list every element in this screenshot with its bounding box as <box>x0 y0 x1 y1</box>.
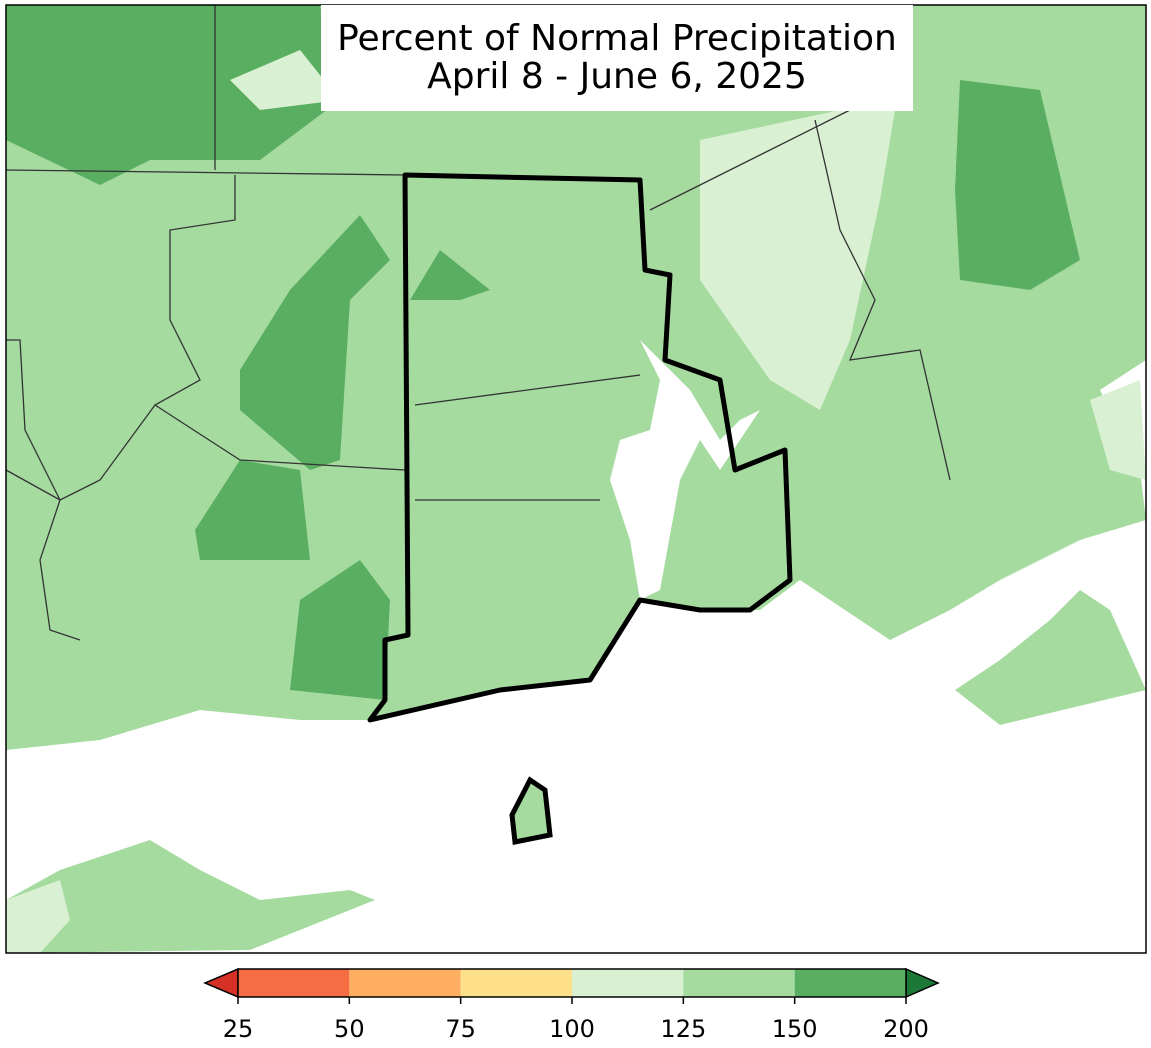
county-border <box>5 169 406 176</box>
wet-patch <box>6 5 340 185</box>
wet-patch <box>410 250 490 300</box>
title-line: Percent of Normal Precipitation <box>337 18 897 59</box>
colorbar-segment <box>238 969 350 997</box>
long-island <box>6 840 375 953</box>
county-border <box>414 374 641 406</box>
rhode-island-outline <box>367 172 793 723</box>
dry-patch <box>6 880 70 953</box>
county-border <box>814 119 951 481</box>
block-island <box>512 780 550 842</box>
wet-patch <box>240 215 390 470</box>
colorbar-segment <box>683 969 795 997</box>
colorbar-under <box>203 967 239 999</box>
wet-patch <box>290 560 390 700</box>
colorbar-over <box>905 967 940 999</box>
colorbar-tick-label: 25 <box>223 1015 254 1043</box>
dry-patch <box>700 110 895 410</box>
colorbar-tick-label: 200 <box>883 1015 929 1043</box>
map <box>5 4 1147 954</box>
dry-patch <box>1090 380 1146 480</box>
county-border <box>6 339 81 641</box>
dry-patch <box>230 50 340 110</box>
wet-patch <box>955 80 1080 290</box>
county-border <box>154 404 406 471</box>
colorbar: 25 50 75 100 125 150 200 <box>203 967 940 1043</box>
colorbar-tick-label: 100 <box>549 1015 595 1043</box>
title-line: April 8 - June 6, 2025 <box>427 56 807 97</box>
block-island-outline <box>509 776 553 845</box>
wet-patch <box>195 460 310 560</box>
county-border <box>5 175 236 501</box>
colorbar-tick-label: 150 <box>772 1015 818 1043</box>
title-box <box>321 5 913 111</box>
colorbar-tick-label: 125 <box>660 1015 706 1043</box>
colorbar-segment <box>794 969 906 997</box>
colorbar-segment <box>572 969 684 997</box>
colorbar-tick-label: 75 <box>445 1015 476 1043</box>
cape-cod <box>955 590 1146 725</box>
colorbar-tick-label: 50 <box>334 1015 365 1043</box>
narragansett-bay <box>610 340 760 600</box>
colorbar-segment <box>460 969 572 997</box>
colorbar-segment <box>349 969 461 997</box>
